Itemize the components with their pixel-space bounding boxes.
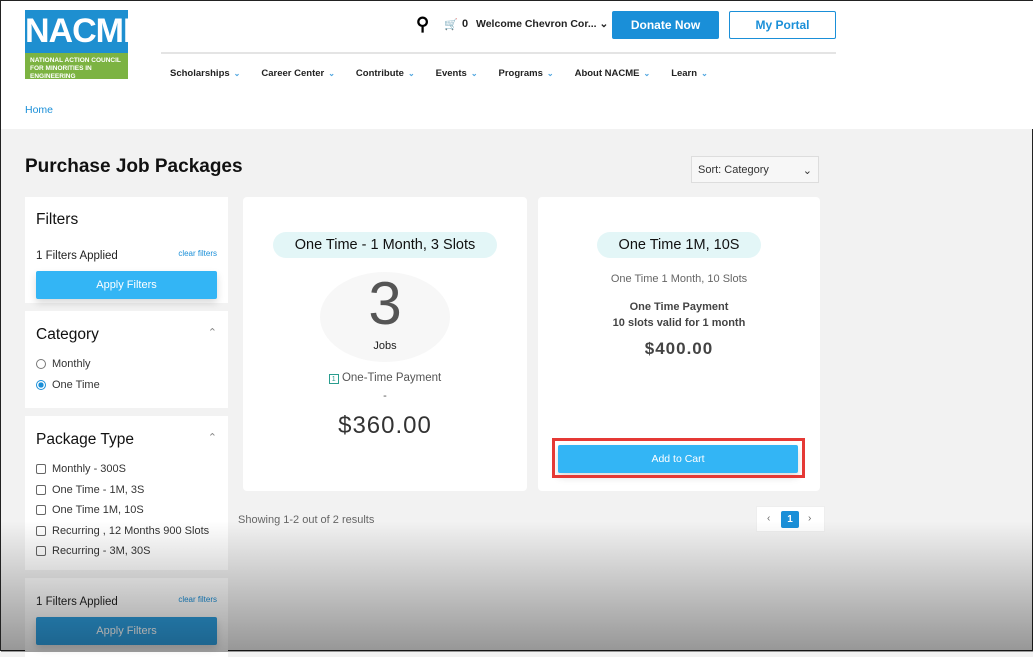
checkbox[interactable] [36,546,46,557]
filters-title: Filters [36,211,79,228]
radio[interactable] [36,379,46,390]
pagination: ‹ 1 › [756,506,825,532]
checkbox[interactable] [36,525,46,536]
main-nav: Scholarships ⌄ Career Center ⌄ Contribute ⌄… [161,52,836,92]
nav-about[interactable]: About NACME ⌄ [574,67,651,79]
package-option[interactable]: One Time 1M, 10S [36,500,217,521]
nav-learn[interactable]: Learn ⌄ [671,67,708,79]
nav-scholarships[interactable]: Scholarships ⌄ [170,67,241,79]
package-option[interactable]: One Time - 1M, 3S [36,480,217,501]
filters-panel: Filters 1 Filters Applied clear filters A… [25,197,228,657]
chevron-down-icon: ⌄ [802,165,812,177]
nav-events[interactable]: Events ⌄ [435,67,478,79]
welcome-text: Welcome Chevron Cor... [476,18,597,30]
job-count-label: Jobs [373,340,397,352]
portal-button[interactable]: My Portal [729,11,836,39]
checkbox[interactable] [36,464,46,475]
separator: - [383,390,387,402]
nav-programs[interactable]: Programs ⌄ [498,67,554,79]
donate-button[interactable]: Donate Now [612,11,719,39]
chevron-up-icon: ⌃ [207,432,217,444]
next-page-icon[interactable]: › [808,513,812,524]
package-price: $360.00 [338,412,432,439]
nav-career-center[interactable]: Career Center ⌄ [261,67,335,79]
package-description: 10 slots valid for 1 month [612,317,746,329]
results-count: Showing 1-2 out of 2 results [238,514,375,526]
radio[interactable] [36,359,46,370]
chevron-down-icon: ⌄ [599,18,609,30]
package-card: One Time - 1 Month, 3 Slots 3 Jobs 1 One… [243,197,527,491]
job-count: 3 [368,270,402,337]
package-type-header[interactable]: Package Type ⌃ [36,431,217,448]
logo-subtitle: NATIONAL ACTION COUNCIL FOR MINORITIES I… [25,53,128,80]
page-1[interactable]: 1 [781,511,799,528]
package-price: $400.00 [644,339,714,358]
apply-filters-button[interactable]: Apply Filters [36,617,217,645]
filters-applied: 1 Filters Applied [36,596,118,608]
clear-filters-link[interactable]: clear filters [178,595,217,604]
search-icon[interactable]: ⚲ [416,14,430,34]
package-subtitle: One Time 1 Month, 10 Slots [610,273,748,285]
category-one-time[interactable]: One Time [36,375,217,396]
prev-page-icon[interactable]: ‹ [767,513,771,524]
package-option[interactable]: Monthly - 300S [36,459,217,480]
logo-text: NACME [25,10,146,53]
package-title: One Time 1M, 10S [596,232,762,258]
package-option[interactable]: Recurring - 3M, 30S [36,541,217,562]
add-to-cart-button[interactable]: Add to Cart [558,445,798,473]
nacme-logo[interactable]: NACME NATIONAL ACTION COUNCIL FOR MINORI… [25,10,146,80]
apply-filters-button[interactable]: Apply Filters [36,271,217,299]
category-monthly[interactable]: Monthly [36,354,217,375]
checkbox[interactable] [36,484,46,495]
sort-select[interactable]: Sort: Category ⌄ [691,156,819,183]
package-card: One Time 1M, 10S One Time 1 Month, 10 Sl… [538,197,820,491]
checkbox[interactable] [36,505,46,516]
payment-type: One Time Payment [629,301,729,313]
nav-contribute[interactable]: Contribute ⌄ [355,67,415,79]
header [1,1,1033,129]
page-title: Purchase Job Packages [25,156,243,177]
package-option[interactable]: Recurring , 12 Months 900 Slots [36,521,217,542]
breadcrumb-home[interactable]: Home [25,104,54,116]
filters-applied: 1 Filters Applied [36,250,118,262]
package-title: One Time - 1 Month, 3 Slots [272,232,498,258]
clear-filters-link[interactable]: clear filters [178,249,217,258]
category-header[interactable]: Category ⌃ [36,326,217,343]
chevron-up-icon: ⌃ [207,327,217,339]
cart-count: 0 [462,18,469,30]
calendar-icon: 1 [328,374,339,384]
cart-icon[interactable]: 🛒 [444,19,458,31]
account-menu[interactable]: Welcome Chevron Cor... ⌄ [476,18,608,30]
